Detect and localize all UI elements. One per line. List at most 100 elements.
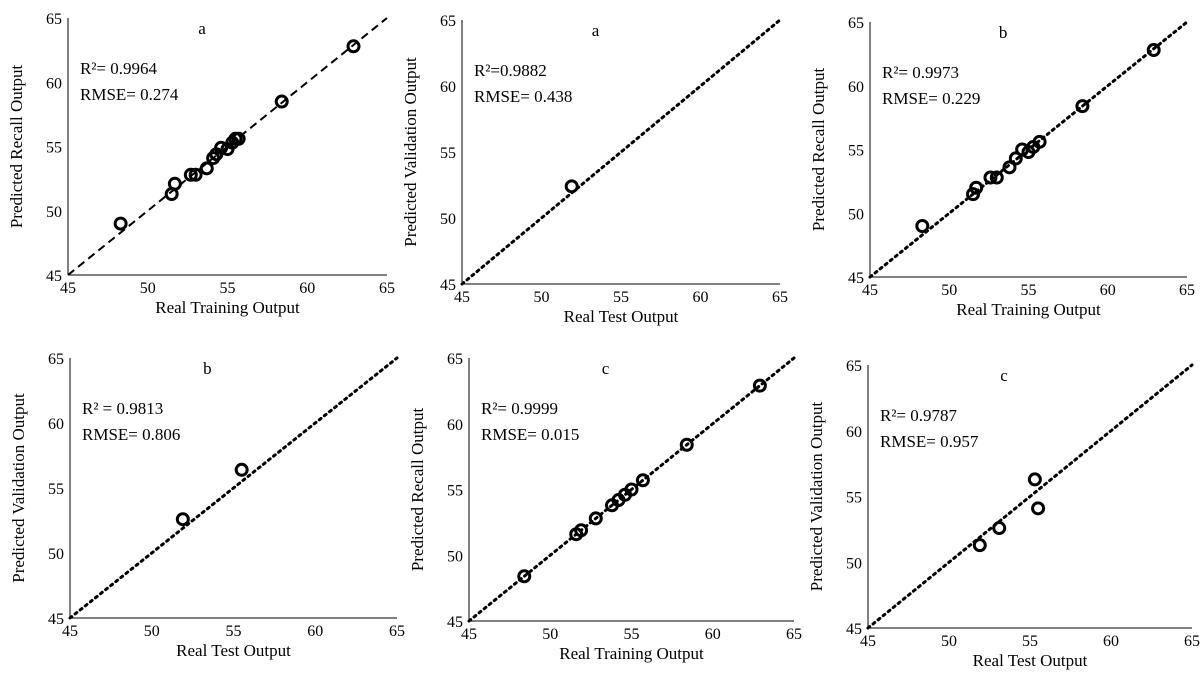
identity-line (67, 17, 388, 276)
data-point (517, 569, 532, 584)
x-tick-label: 60 (705, 626, 721, 643)
y-tick-label: 50 (48, 546, 64, 563)
rmse-label: RMSE= 0.438 (474, 87, 572, 106)
y-tick-label: 60 (46, 75, 62, 92)
data-point (1032, 134, 1047, 149)
y-axis-title: Predicted Validation Output (807, 401, 826, 591)
x-axis-title: Real Test Output (176, 641, 291, 660)
data-point (188, 167, 203, 182)
r-squared-label: R² = 0.9813 (82, 399, 163, 418)
y-tick-label: 45 (848, 270, 864, 287)
x-axis-title: Real Training Output (155, 298, 300, 317)
data-point (1027, 472, 1042, 487)
y-tick-label: 50 (846, 555, 862, 572)
y-tick-label: 45 (440, 277, 456, 294)
y-tick-label: 55 (440, 145, 456, 162)
x-tick-label: 45 (461, 626, 477, 643)
x-tick-label: 50 (534, 289, 550, 306)
y-axis-title: Predicted Validation Output (9, 393, 28, 583)
y-tick-label: 55 (46, 140, 62, 157)
x-tick-label: 65 (379, 280, 395, 297)
y-tick-label: 60 (440, 79, 456, 96)
x-tick-label: 65 (1184, 633, 1200, 650)
data-point (574, 523, 589, 538)
identity-line (866, 363, 1194, 630)
x-tick-label: 55 (220, 280, 236, 297)
y-tick-label: 65 (848, 15, 864, 32)
panel-tag: c (1000, 366, 1008, 385)
data-point (199, 161, 214, 176)
x-tick-label: 65 (389, 623, 405, 640)
identity-line (467, 356, 796, 623)
y-axis-title: Predicted Recall Output (408, 408, 427, 572)
panel-tag: b (203, 359, 212, 378)
x-tick-label: 55 (613, 289, 629, 306)
x-tick-label: 45 (60, 280, 76, 297)
x-tick-label: 50 (941, 633, 957, 650)
data-point (989, 170, 1004, 185)
x-tick-label: 60 (299, 280, 315, 297)
y-tick-label: 65 (440, 13, 456, 30)
y-tick-label: 55 (846, 490, 862, 507)
data-point (983, 170, 998, 185)
y-axis-title: Predicted Recall Output (7, 65, 26, 229)
y-tick-label: 65 (447, 351, 463, 368)
data-point (1031, 501, 1046, 516)
y-tick-label: 45 (447, 614, 463, 631)
y-tick-label: 45 (46, 268, 62, 285)
x-tick-label: 55 (1021, 282, 1037, 299)
panel-tag: a (198, 19, 206, 38)
x-tick-label: 45 (862, 282, 878, 299)
panel-tag: c (602, 359, 610, 378)
data-point (915, 219, 930, 233)
y-tick-label: 55 (48, 481, 64, 498)
x-tick-label: 50 (144, 623, 160, 640)
x-tick-label: 50 (542, 626, 558, 643)
x-tick-label: 50 (941, 282, 957, 299)
data-point (752, 378, 767, 393)
x-tick-label: 55 (1022, 633, 1038, 650)
rmse-label: RMSE= 0.229 (882, 89, 980, 108)
r-squared-label: R²= 0.9999 (481, 399, 558, 418)
y-tick-label: 65 (46, 11, 62, 28)
data-point (113, 216, 128, 231)
data-point (167, 176, 182, 191)
y-tick-label: 50 (447, 548, 463, 565)
data-point (564, 179, 579, 194)
y-axis-title: Predicted Recall Output (809, 68, 828, 232)
y-tick-label: 45 (48, 611, 64, 628)
x-tick-label: 65 (772, 289, 788, 306)
y-tick-label: 60 (447, 417, 463, 434)
identity-line (460, 18, 782, 286)
rmse-label: RMSE= 0.015 (481, 425, 579, 444)
r-squared-label: R²=0.9882 (474, 61, 547, 80)
y-tick-label: 50 (440, 211, 456, 228)
rmse-label: RMSE= 0.806 (82, 425, 180, 444)
y-tick-label: 55 (848, 143, 864, 160)
x-axis-title: Real Test Output (973, 651, 1088, 670)
r-squared-label: R²= 0.9964 (80, 59, 158, 78)
y-tick-label: 50 (848, 206, 864, 223)
data-point (992, 521, 1007, 536)
x-tick-label: 60 (1103, 633, 1119, 650)
y-tick-label: 60 (846, 424, 862, 441)
data-point (1075, 99, 1090, 114)
data-point (624, 482, 639, 497)
x-tick-label: 60 (693, 289, 709, 306)
x-tick-label: 45 (62, 623, 78, 640)
x-tick-label: 55 (226, 623, 242, 640)
x-tick-label: 60 (1100, 282, 1116, 299)
y-axis-title: Predicted Validation Output (401, 57, 420, 247)
x-tick-label: 65 (786, 626, 802, 643)
data-point (231, 131, 246, 146)
x-tick-label: 45 (860, 633, 876, 650)
y-tick-label: 65 (846, 358, 862, 375)
rmse-label: RMSE= 0.957 (880, 432, 979, 451)
y-tick-label: 65 (48, 351, 64, 368)
